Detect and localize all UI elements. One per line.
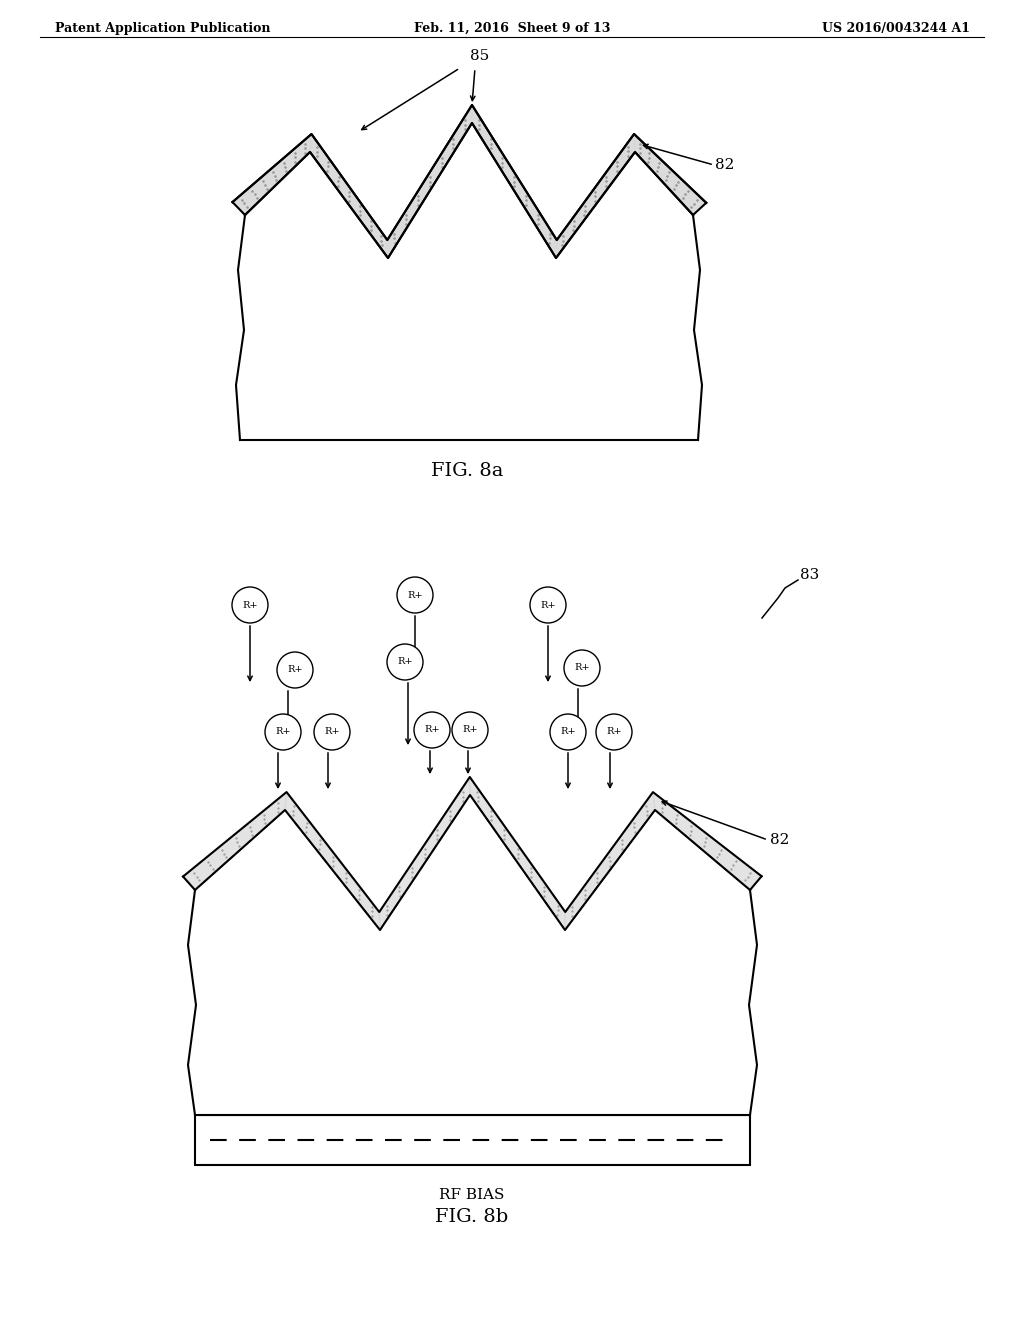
Text: R+: R+ <box>462 726 478 734</box>
Text: 82: 82 <box>770 833 790 847</box>
Circle shape <box>414 711 450 748</box>
Text: R+: R+ <box>275 727 291 737</box>
Polygon shape <box>387 106 472 257</box>
Polygon shape <box>653 792 762 890</box>
Circle shape <box>596 714 632 750</box>
Polygon shape <box>232 135 311 215</box>
Polygon shape <box>379 777 470 931</box>
Polygon shape <box>387 106 472 257</box>
Circle shape <box>265 714 301 750</box>
Polygon shape <box>310 135 388 257</box>
Circle shape <box>550 714 586 750</box>
Polygon shape <box>285 792 380 931</box>
Polygon shape <box>183 777 762 931</box>
Text: R+: R+ <box>243 601 258 610</box>
Polygon shape <box>634 135 707 215</box>
Polygon shape <box>472 106 557 257</box>
Text: 82: 82 <box>715 158 734 172</box>
Text: R+: R+ <box>560 727 575 737</box>
Circle shape <box>452 711 488 748</box>
Text: RF BIAS: RF BIAS <box>439 1188 505 1203</box>
Text: R+: R+ <box>287 665 303 675</box>
Polygon shape <box>232 135 311 215</box>
Text: R+: R+ <box>325 727 340 737</box>
Text: Patent Application Publication: Patent Application Publication <box>55 22 270 36</box>
Circle shape <box>564 649 600 686</box>
Text: 83: 83 <box>800 568 819 582</box>
Circle shape <box>397 577 433 612</box>
Text: R+: R+ <box>606 727 622 737</box>
Polygon shape <box>232 106 707 257</box>
Polygon shape <box>472 106 557 257</box>
Circle shape <box>232 587 268 623</box>
Text: R+: R+ <box>541 601 556 610</box>
Text: Feb. 11, 2016  Sheet 9 of 13: Feb. 11, 2016 Sheet 9 of 13 <box>414 22 610 36</box>
Text: R+: R+ <box>397 657 413 667</box>
Circle shape <box>530 587 566 623</box>
Bar <box>195 1115 750 1166</box>
Polygon shape <box>565 792 655 931</box>
Polygon shape <box>183 792 287 890</box>
Text: FIG. 8b: FIG. 8b <box>435 1208 509 1226</box>
Text: R+: R+ <box>408 590 423 599</box>
Circle shape <box>278 652 313 688</box>
Circle shape <box>387 644 423 680</box>
Polygon shape <box>634 135 707 215</box>
Circle shape <box>314 714 350 750</box>
Polygon shape <box>556 135 635 257</box>
Polygon shape <box>310 135 388 257</box>
Text: R+: R+ <box>424 726 440 734</box>
Polygon shape <box>556 135 635 257</box>
Polygon shape <box>188 795 757 1115</box>
Text: 85: 85 <box>470 49 489 63</box>
Text: R+: R+ <box>574 664 590 672</box>
Polygon shape <box>236 123 702 440</box>
Text: FIG. 8a: FIG. 8a <box>431 462 503 480</box>
Polygon shape <box>470 777 565 931</box>
Text: US 2016/0043244 A1: US 2016/0043244 A1 <box>822 22 970 36</box>
